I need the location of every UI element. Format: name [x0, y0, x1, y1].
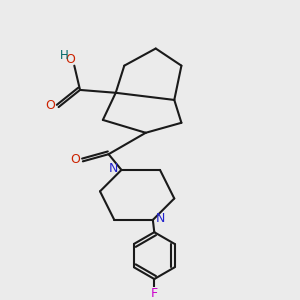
Text: N: N	[109, 162, 118, 175]
Text: N: N	[156, 212, 166, 225]
Text: O: O	[70, 153, 80, 166]
Text: F: F	[151, 287, 158, 300]
Text: O: O	[65, 53, 75, 66]
Text: H: H	[60, 49, 69, 62]
Text: O: O	[46, 99, 56, 112]
